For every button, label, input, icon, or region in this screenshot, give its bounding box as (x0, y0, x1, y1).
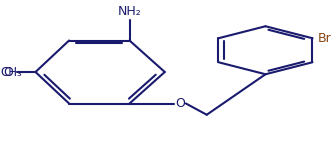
Text: O: O (175, 97, 185, 110)
Text: NH₂: NH₂ (118, 5, 141, 18)
Text: Br: Br (318, 32, 331, 45)
Text: CH₃: CH₃ (0, 66, 22, 78)
Text: O: O (3, 66, 13, 78)
